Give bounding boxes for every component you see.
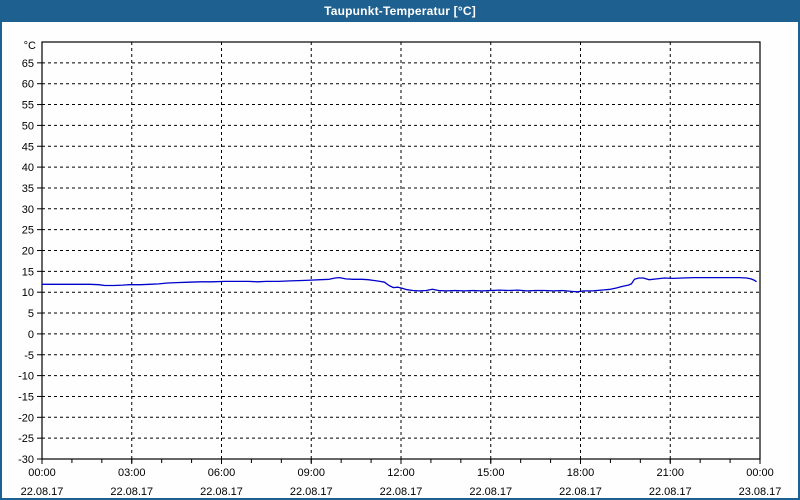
title-bar: Taupunkt-Temperatur [°C] [0,0,800,22]
y-tick-label: 25 [22,225,34,237]
y-tick-label: -15 [18,391,34,403]
y-tick-label: -5 [24,350,34,362]
x-time-label: 06:00 [208,467,236,479]
x-date-label: 22.08.17 [649,486,692,498]
x-date-label: 23.08.17 [739,486,782,498]
x-time-label: 00:00 [746,467,774,479]
y-tick-label: 0 [28,329,34,341]
x-time-label: 21:00 [656,467,684,479]
x-date-label: 22.08.17 [380,486,423,498]
y-tick-label: -10 [18,371,34,383]
x-time-label: 09:00 [297,467,325,479]
y-tick-label: 65 [22,58,34,70]
y-tick-label: 10 [22,287,34,299]
chart-area: 65 60 55 50 45 40 35 30 25 20 15 10 5 0 -5 -10 -15 -20 -25… [2,22,798,498]
x-time-label: 18:00 [567,467,595,479]
y-tick-label: 40 [22,162,34,174]
x-date-label: 22.08.17 [110,486,153,498]
y-tick-label: -25 [18,433,34,445]
y-tick-label: 20 [22,246,34,258]
x-time-label: 00:00 [28,467,56,479]
y-tick-label: 15 [22,266,34,278]
x-date-label: 22.08.17 [200,486,243,498]
y-tick-label: 50 [22,120,34,132]
y-axis-unit-label: °C [24,40,36,52]
x-date-label: 22.08.17 [21,486,64,498]
y-tick-label: 5 [28,308,34,320]
y-tick-label: -30 [18,454,34,466]
x-date-label: 22.08.17 [559,486,602,498]
y-tick-label: 35 [22,183,34,195]
y-tick-label: 30 [22,204,34,216]
y-tick-label: 60 [22,79,34,91]
x-date-label: 22.08.17 [469,486,512,498]
x-time-label: 12:00 [387,467,415,479]
series-line-Taupunkt-Temperatur [41,276,757,293]
window-title: Taupunkt-Temperatur [°C] [324,4,476,18]
x-date-label: 22.08.17 [290,486,333,498]
x-time-label: 15:00 [477,467,505,479]
y-tick-label: 55 [22,100,34,112]
x-time-label: 03:00 [118,467,146,479]
y-tick-label: -20 [18,412,34,424]
dewpoint-line-chart: 65605550454035302520151050-5-10-15-20-25… [18,40,782,498]
y-tick-label: 45 [22,141,34,153]
